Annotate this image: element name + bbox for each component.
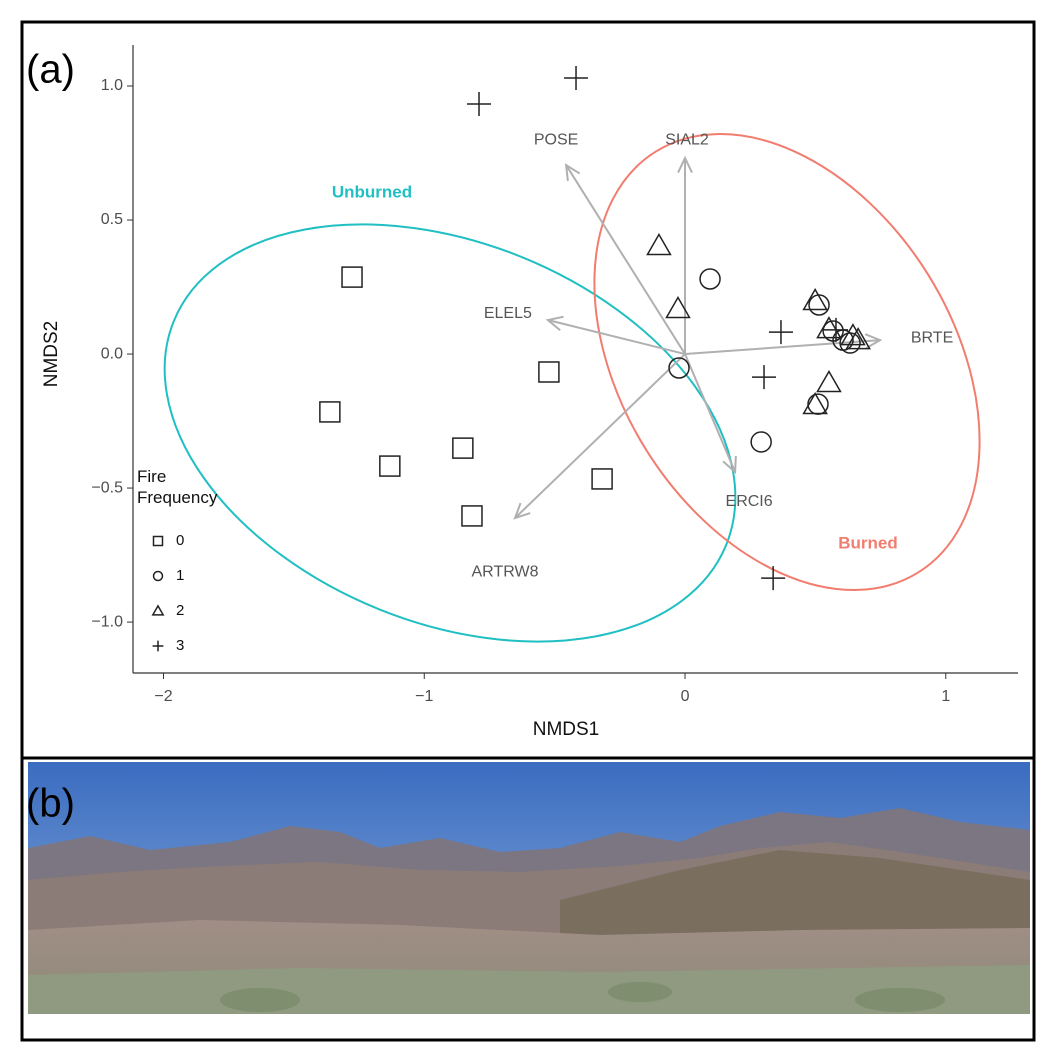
- panel-label: (b): [26, 782, 75, 826]
- x-tick-label: 0: [681, 688, 690, 705]
- point: [452, 437, 474, 459]
- arrow-head: [513, 502, 531, 520]
- point: [665, 296, 691, 319]
- vector-arrow: [547, 319, 686, 356]
- legend-marker: [152, 640, 164, 652]
- point: [823, 317, 848, 342]
- arrow-head: [722, 455, 737, 475]
- x-axis-label: NMDS1: [533, 719, 600, 740]
- legend-marker: [151, 604, 165, 616]
- panel-b-frame: [20, 756, 1036, 1042]
- arrow-head: [677, 155, 693, 173]
- vector-label: SIAL2: [665, 131, 709, 148]
- vector-arrow: [684, 339, 881, 356]
- legend-label: 2: [176, 602, 184, 619]
- vector-label: ERCI6: [726, 493, 773, 510]
- point: [816, 316, 842, 339]
- vector-arrow: [514, 353, 686, 519]
- point: [699, 268, 721, 290]
- legend-label: 1: [176, 567, 184, 584]
- legend-title: Fire Frequency: [137, 467, 218, 507]
- arrow-head: [864, 333, 883, 349]
- point: [750, 431, 772, 453]
- point: [752, 365, 777, 390]
- group-ellipse: [593, 133, 981, 591]
- vector-label: POSE: [534, 131, 578, 148]
- panel-label: (a): [26, 48, 75, 92]
- point: [467, 91, 492, 116]
- point: [461, 505, 483, 527]
- legend-label: 0: [176, 532, 184, 549]
- panel-a-frame: [20, 20, 1036, 760]
- point: [768, 320, 793, 345]
- landscape-photo: [28, 762, 1030, 1014]
- vector-arrow: [684, 353, 737, 473]
- point: [839, 332, 861, 354]
- x-tick-label: −2: [154, 688, 172, 705]
- point: [591, 468, 613, 490]
- point: [816, 369, 842, 393]
- point: [802, 287, 828, 311]
- point: [319, 401, 341, 423]
- vector-label: ARTRW8: [472, 563, 539, 580]
- point: [802, 391, 828, 415]
- point: [564, 65, 589, 90]
- point: [808, 294, 830, 316]
- point: [379, 455, 401, 477]
- y-tick-label: −1.0: [91, 613, 123, 630]
- point: [761, 566, 786, 591]
- vector-label: ELEL5: [484, 305, 532, 322]
- y-axis-label: NMDS2: [41, 321, 62, 388]
- y-tick-label: 0.0: [101, 345, 123, 362]
- y-tick-label: 0.5: [101, 211, 123, 228]
- vector-arrow: [565, 164, 686, 355]
- point: [341, 266, 363, 288]
- point: [538, 361, 560, 383]
- vector-label: BRTE: [911, 329, 953, 346]
- point: [668, 357, 690, 379]
- arrow-head: [545, 315, 564, 331]
- point: [646, 233, 672, 256]
- y-tick-label: −0.5: [91, 479, 123, 496]
- legend-marker: [152, 535, 164, 547]
- group-label: Unburned: [332, 182, 412, 201]
- group-label: Burned: [838, 533, 898, 552]
- point: [845, 327, 871, 350]
- x-tick-label: 1: [941, 688, 950, 705]
- group-ellipse: [163, 223, 737, 643]
- point: [840, 323, 866, 346]
- legend-marker: [152, 570, 164, 582]
- arrow-head: [564, 163, 581, 182]
- legend-label: 3: [176, 637, 184, 654]
- y-tick-label: 1.0: [101, 77, 123, 94]
- x-tick-label: −1: [415, 688, 433, 705]
